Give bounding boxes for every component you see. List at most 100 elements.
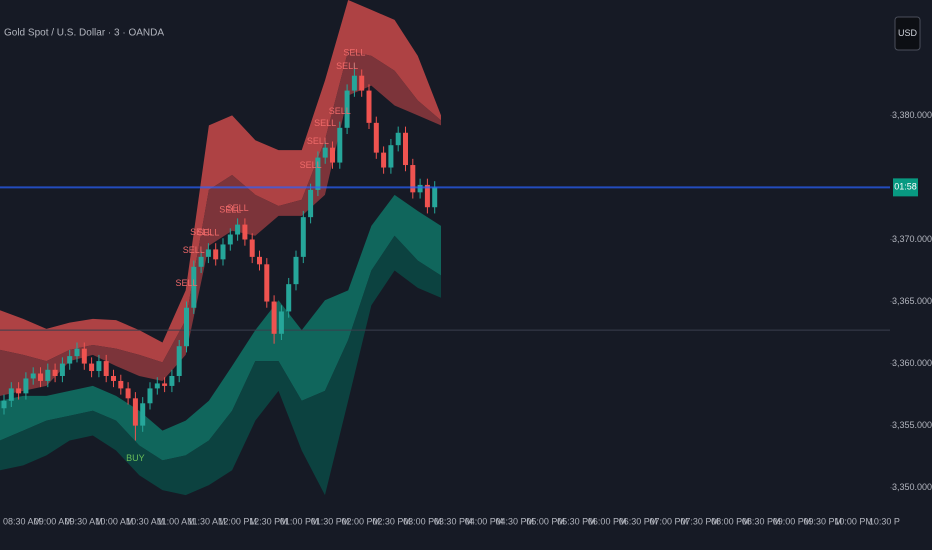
- candle-body: [227, 234, 233, 245]
- y-tick-label: 3,365.000: [892, 296, 932, 306]
- candle-body: [45, 369, 51, 381]
- x-tick-label: 09:00 AM: [34, 516, 72, 526]
- x-tick-label: 05:00 PM: [526, 516, 565, 526]
- candle-body: [417, 184, 423, 193]
- candle-body: [132, 398, 138, 426]
- candle-body: [249, 239, 255, 257]
- candle-body: [410, 165, 416, 193]
- plot-area: BUYSELLSELLSELLSELLSELLSELLSELLSELLSELLS…: [0, 0, 890, 496]
- x-tick-label: 04:30 PM: [496, 516, 535, 526]
- candle-body: [125, 388, 131, 399]
- y-tick-label: 3,360.000: [892, 358, 932, 368]
- band-area: [0, 50, 441, 396]
- x-tick-label: 09:00 PM: [773, 516, 812, 526]
- candle-body: [322, 147, 328, 158]
- candle-body: [403, 132, 408, 166]
- candle-body: [286, 284, 292, 312]
- candle-body: [96, 361, 102, 372]
- price-label-box: [893, 178, 918, 197]
- signal-label: SELL: [183, 245, 205, 255]
- x-tick-label: 06:30 PM: [619, 516, 658, 526]
- candle-body: [30, 373, 36, 379]
- candle-body: [74, 348, 80, 357]
- candle-body: [315, 157, 321, 190]
- x-tick-label: 11:30 AM: [188, 516, 225, 526]
- candle-body: [81, 348, 87, 364]
- band-area: [0, 194, 441, 461]
- currency-label[interactable]: USD: [898, 28, 918, 38]
- candle-body: [118, 380, 124, 389]
- candle-body: [23, 378, 29, 394]
- band-area: [0, 0, 441, 363]
- candle-body: [52, 369, 58, 376]
- candle-body: [330, 147, 335, 163]
- candle-body: [257, 256, 262, 265]
- x-tick-label: 11:00 AM: [157, 516, 194, 526]
- signal-label: SELL: [227, 203, 249, 213]
- candle-body: [162, 383, 168, 386]
- candle-body: [278, 311, 284, 334]
- candle-body: [366, 90, 372, 123]
- candle-body: [432, 187, 438, 208]
- candle-body: [176, 346, 182, 376]
- x-tick-label: 01:30 PM: [311, 516, 350, 526]
- y-tick-label: 3,355.000: [892, 420, 932, 430]
- price-label: 01:58: [894, 182, 917, 192]
- candle-body: [388, 145, 394, 168]
- candle-body: [271, 301, 277, 334]
- x-tick-label: 08:00 PM: [711, 516, 750, 526]
- candle-body: [395, 132, 401, 146]
- candle-body: [191, 266, 197, 308]
- x-tick-label: 02:30 PM: [372, 516, 411, 526]
- x-tick-label: 07:30 PM: [680, 516, 719, 526]
- candle-body: [381, 152, 387, 168]
- x-tick-label: 09:30 AM: [65, 516, 103, 526]
- candle-body: [154, 383, 160, 389]
- candle-body: [38, 373, 43, 381]
- candle-body: [140, 403, 146, 426]
- candle-body: [169, 375, 175, 386]
- signal-label: SELL: [219, 205, 241, 215]
- candle-body: [89, 363, 95, 372]
- candle-body: [344, 90, 350, 128]
- candle-body: [242, 224, 248, 240]
- x-tick-label: 08:30 PM: [742, 516, 781, 526]
- x-tick-label: 10:00 AM: [95, 516, 133, 526]
- chart-title: Gold Spot / U.S. Dollar · 3 · OANDA: [4, 28, 164, 39]
- band-area: [0, 235, 441, 496]
- x-tick-label: 05:30 PM: [557, 516, 596, 526]
- signal-label: SELL: [307, 136, 329, 146]
- candle-body: [337, 127, 343, 163]
- signal-label: SELL: [190, 227, 212, 237]
- x-tick-label: 10:30 AM: [126, 516, 164, 526]
- currency-button[interactable]: [894, 16, 921, 51]
- candle-body: [205, 249, 211, 257]
- candle-body: [213, 249, 219, 260]
- x-tick-label: 06:00 PM: [588, 516, 627, 526]
- candle-body: [235, 224, 241, 235]
- candle-body: [424, 184, 430, 208]
- x-tick-label: 12:30 PM: [249, 516, 288, 526]
- candle-body: [198, 256, 204, 267]
- candle-body: [220, 244, 226, 260]
- candle-body: [59, 363, 65, 376]
- signal-label: SELL: [197, 228, 219, 238]
- signal-label: SELL: [343, 48, 365, 58]
- candle-body: [264, 264, 270, 302]
- y-tick-label: 3,350.000: [892, 482, 932, 492]
- signal-label: SELL: [314, 118, 336, 128]
- candle-body: [351, 75, 357, 91]
- candle-body: [373, 122, 379, 153]
- y-tick-label: 3,370.000: [892, 234, 932, 244]
- candle-body: [293, 256, 299, 285]
- x-tick-label: 12:00 PM: [218, 516, 257, 526]
- x-tick-label: 10:00 PM: [834, 516, 873, 526]
- x-tick-label: 04:00 PM: [465, 516, 504, 526]
- candle-body: [67, 356, 73, 364]
- signal-label: SELL: [175, 278, 197, 288]
- x-tick-label: 09:30 PM: [804, 516, 843, 526]
- candle-body: [16, 388, 22, 394]
- x-tick-label: 03:30 PM: [434, 516, 473, 526]
- x-tick-label: 08:30 AM: [3, 516, 41, 526]
